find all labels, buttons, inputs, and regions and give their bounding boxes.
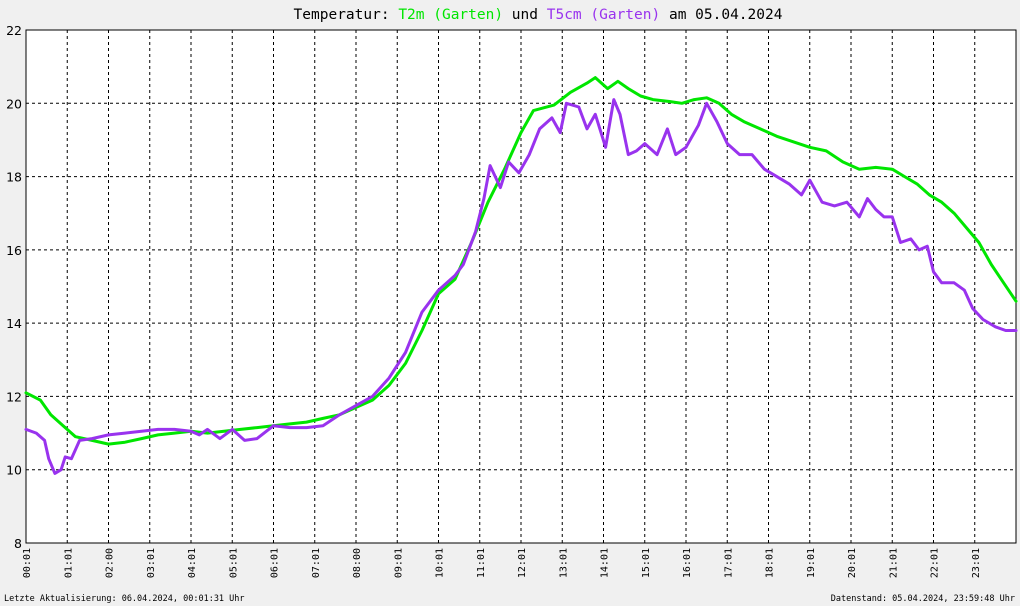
x-tick-label: 08:00 (352, 548, 363, 578)
x-axis: 00:01 01:01 02:00 03:01 04:01 05:01 06:01 07:01… (22, 548, 982, 578)
x-tick-label: 16:01 (682, 548, 693, 578)
chart-title: Temperatur: T2m (Garten) und T5cm (Garte… (294, 7, 783, 23)
plot-area (25, 29, 1017, 544)
y-tick-label: 10 (6, 463, 22, 478)
x-tick-label: 09:01 (393, 548, 404, 578)
grid (26, 30, 1016, 543)
y-axis: 8 10 12 14 16 18 20 22 (6, 23, 22, 551)
x-tick-label: 03:01 (146, 548, 157, 578)
x-tick-label: 00:01 (22, 548, 33, 578)
y-tick-label: 14 (6, 316, 22, 331)
x-tick-label: 02:00 (105, 548, 116, 578)
title-series-t5cm: T5cm (Garten) (547, 7, 661, 23)
x-tick-label: 12:01 (517, 548, 528, 578)
x-tick-label: 19:01 (806, 548, 817, 578)
x-tick-label: 06:01 (270, 548, 281, 578)
data-status-text: Datenstand: 05.04.2024, 23:59:48 Uhr (831, 594, 1015, 604)
last-update-text: Letzte Aktualisierung: 06.04.2024, 00:01… (4, 594, 245, 604)
x-tick-label: 05:01 (228, 548, 239, 578)
series-lines (24, 76, 1018, 475)
series-line-t5cm (24, 98, 1018, 475)
x-tick-label: 22:01 (930, 548, 941, 578)
x-tick-label: 11:01 (476, 548, 487, 578)
x-tick-label: 17:01 (723, 548, 734, 578)
x-tick-label: 13:01 (558, 548, 569, 578)
x-tick-label: 20:01 (847, 548, 858, 578)
y-tick-label: 8 (14, 536, 22, 551)
x-tick-label: 23:01 (971, 548, 982, 578)
y-tick-label: 12 (6, 389, 22, 404)
x-tick-label: 18:01 (765, 548, 776, 578)
x-tick-label: 14:01 (600, 548, 611, 578)
y-tick-label: 18 (6, 170, 22, 185)
x-tick-label: 07:01 (311, 548, 322, 578)
y-tick-label: 16 (6, 243, 22, 258)
y-tick-label: 20 (6, 96, 22, 111)
y-tick-label: 22 (6, 23, 22, 38)
x-tick-label: 15:01 (641, 548, 652, 578)
x-tick-label: 04:01 (187, 548, 198, 578)
x-tick-label: 21:01 (888, 548, 899, 578)
x-tick-label: 01:01 (63, 548, 74, 578)
x-tick-label: 10:01 (435, 548, 446, 578)
title-series-t2m: T2m (Garten) (398, 7, 503, 23)
